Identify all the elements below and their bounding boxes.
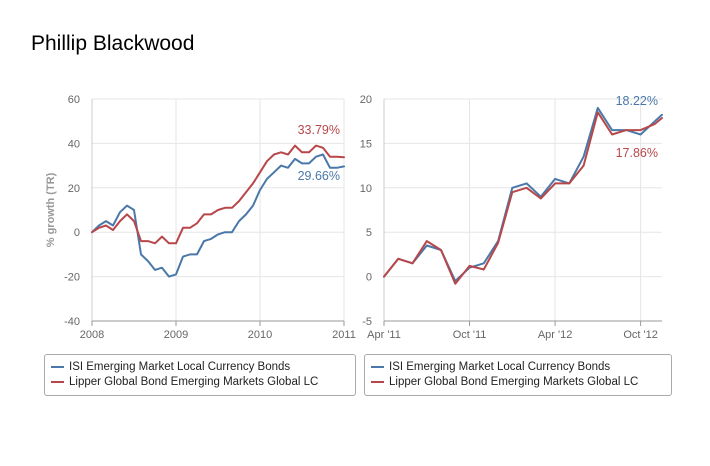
- y-tick-label: -5: [362, 316, 372, 328]
- legend-item-lipper: Lipper Global Bond Emerging Markets Glob…: [51, 374, 349, 389]
- series-line-isi: [91, 153, 345, 278]
- x-tick-label: Apr '12: [538, 329, 573, 341]
- series-line-isi: [383, 106, 663, 282]
- legend-swatch-red: [51, 380, 64, 383]
- legend-label-lipper: Lipper Global Bond Emerging Markets Glob…: [69, 375, 319, 388]
- legend-swatch-blue: [371, 365, 384, 368]
- legend-label-isi: ISI Emerging Market Local Currency Bonds: [69, 360, 291, 373]
- legend-item-lipper: Lipper Global Bond Emerging Markets Glob…: [371, 374, 665, 389]
- legend-label-isi: ISI Emerging Market Local Currency Bonds: [389, 360, 611, 373]
- legend-right: ISI Emerging Market Local Currency Bonds…: [364, 354, 672, 396]
- x-tick-label: Oct '11: [453, 329, 487, 341]
- end-value-label-lipper: 17.86%: [616, 146, 658, 160]
- end-value-label-lipper: 33.79%: [298, 123, 340, 137]
- y-tick-label: -40: [64, 316, 80, 328]
- y-tick-label: 20: [68, 183, 80, 195]
- series-line-lipper: [383, 111, 663, 285]
- y-tick-label: -20: [64, 272, 80, 284]
- x-tick-label: 2011: [332, 329, 356, 341]
- y-tick-label: 60: [68, 94, 80, 106]
- x-tick-label: 2009: [164, 329, 188, 341]
- x-tick-label: 2010: [248, 329, 272, 341]
- series-line-lipper: [91, 144, 345, 245]
- end-value-label-isi: 29.66%: [298, 169, 340, 183]
- y-tick-label: 5: [366, 227, 372, 239]
- legend-item-isi: ISI Emerging Market Local Currency Bonds: [51, 359, 349, 374]
- legend-left: ISI Emerging Market Local Currency Bonds…: [44, 354, 356, 396]
- end-value-label-isi: 18.22%: [616, 94, 658, 108]
- legend-swatch-blue: [51, 365, 64, 368]
- legend-swatch-red: [371, 380, 384, 383]
- y-tick-label: 0: [74, 227, 80, 239]
- y-tick-label: 20: [360, 94, 372, 106]
- legend-label-lipper: Lipper Global Bond Emerging Markets Glob…: [389, 375, 639, 388]
- x-tick-label: 2008: [80, 329, 104, 341]
- legend-item-isi: ISI Emerging Market Local Currency Bonds: [371, 359, 665, 374]
- y-tick-label: 0: [366, 272, 372, 284]
- y-tick-label: 40: [68, 138, 80, 150]
- y-tick-label: 15: [360, 138, 372, 150]
- x-tick-label: Apr '11: [367, 329, 401, 341]
- y-tick-label: 10: [360, 183, 372, 195]
- x-tick-label: Oct '12: [623, 329, 658, 341]
- page-title: Phillip Blackwood: [31, 32, 195, 55]
- y-axis-label: % growth (TR): [45, 172, 57, 247]
